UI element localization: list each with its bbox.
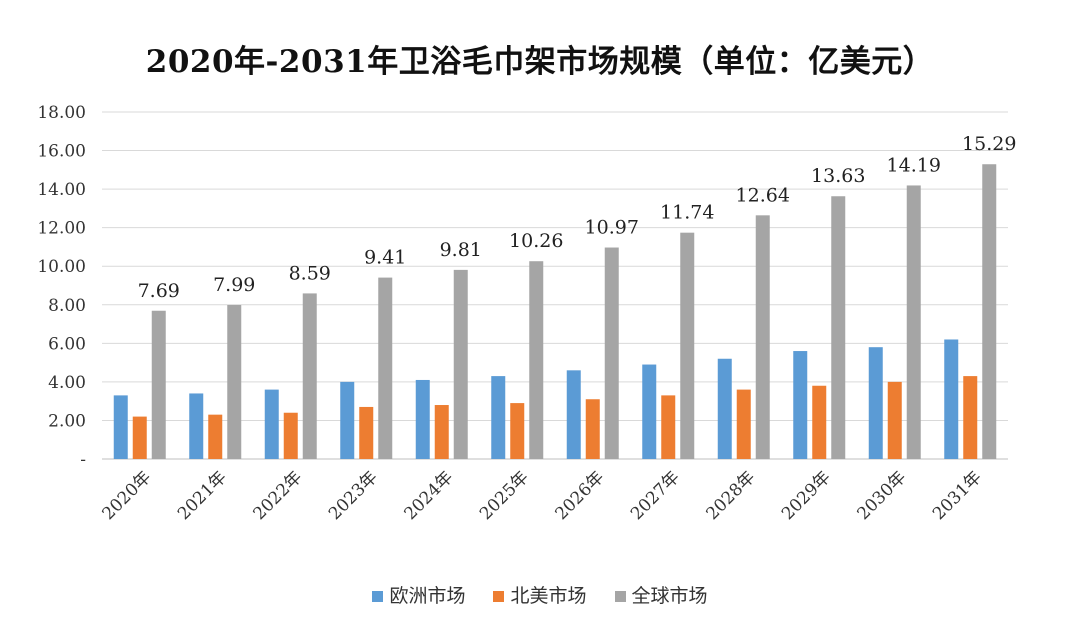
bar [604, 247, 619, 459]
y-tick-label: 18.00 [37, 103, 86, 123]
bar [491, 376, 506, 459]
bar [378, 277, 393, 459]
bar [982, 164, 997, 459]
y-tick-label: 8.00 [48, 296, 86, 316]
y-tick-label: 16.00 [37, 142, 86, 162]
x-tick-label: 2023年 [325, 467, 382, 524]
bar [906, 185, 921, 459]
legend-swatch [372, 591, 384, 602]
x-tick-label: 2028年 [703, 467, 760, 524]
data-label: 10.26 [509, 230, 563, 252]
y-tick-label: - [80, 450, 86, 470]
bar [529, 261, 544, 459]
bar [887, 381, 902, 459]
chart-title: 2020年-2031年卫浴毛巾架市场规模（单位：亿美元） [145, 44, 935, 80]
legend-label: 欧洲市场 [389, 585, 466, 607]
gridlines [102, 111, 1008, 460]
legend-label: 北美市场 [510, 585, 587, 607]
data-label: 12.64 [736, 184, 790, 206]
bar [227, 304, 242, 459]
bar [189, 393, 204, 459]
bar [944, 339, 959, 459]
x-axis-ticks: 2020年 2021年 2022年 2023年 2024年 2025年 2026年 2027年… [99, 467, 986, 524]
legend-item: 全球市场 [614, 581, 708, 608]
x-tick-label: 2029年 [778, 467, 835, 524]
bar [963, 376, 978, 459]
data-label: 13.63 [811, 165, 865, 187]
bar [585, 399, 600, 459]
bar [868, 347, 883, 459]
bar [793, 351, 808, 459]
data-label: 9.81 [440, 239, 482, 261]
bar [642, 364, 657, 459]
y-tick-label: 10.00 [37, 257, 86, 277]
bar [151, 310, 166, 459]
legend: 欧洲市场 北美市场 全球市场 [0, 581, 1080, 608]
data-label: 7.99 [213, 274, 255, 296]
bar [359, 406, 374, 459]
data-label: 15.29 [962, 133, 1016, 155]
bar [717, 358, 732, 459]
bar [434, 405, 449, 459]
x-tick-label: 2027年 [627, 467, 684, 524]
bars [113, 164, 997, 459]
bar [302, 293, 317, 459]
bar [736, 389, 751, 459]
y-tick-label: 12.00 [37, 219, 86, 239]
legend-item: 北美市场 [493, 581, 587, 608]
legend-swatch [493, 591, 505, 602]
x-tick-label: 2021年 [174, 467, 231, 524]
legend-item: 欧洲市场 [372, 581, 465, 608]
bar [283, 412, 298, 459]
data-label: 10.97 [585, 217, 639, 239]
bar [415, 379, 430, 459]
bar [264, 389, 279, 459]
bar [510, 403, 525, 459]
x-tick-label: 2022年 [250, 467, 307, 524]
bar [661, 395, 676, 459]
x-tick-label: 2026年 [552, 467, 609, 524]
bar [566, 370, 581, 459]
legend-swatch [614, 591, 626, 602]
x-tick-label: 2030年 [854, 467, 911, 524]
bar [755, 215, 770, 459]
x-tick-label: 2024年 [401, 467, 458, 524]
bar [208, 414, 223, 459]
x-tick-label: 2020年 [99, 467, 156, 524]
x-tick-label: 2025年 [476, 467, 533, 524]
bar [453, 269, 468, 459]
bar [680, 232, 695, 459]
data-label: 14.19 [887, 154, 941, 176]
data-label: 9.41 [364, 247, 406, 269]
bar [812, 385, 827, 459]
bar [340, 381, 355, 459]
x-tick-label: 2031年 [929, 467, 986, 524]
data-label: 7.69 [138, 280, 180, 302]
y-tick-label: 14.00 [37, 180, 86, 200]
y-tick-label: 2.00 [48, 411, 86, 431]
data-labels: 7.69 7.99 8.59 9.41 9.81 10.26 10.97 11.74 12.64… [138, 133, 1017, 302]
y-axis-ticks: - 2.00 4.00 6.00 8.00 10.00 12.00 14.00 16.00 18.… [37, 103, 86, 470]
y-tick-label: 6.00 [48, 334, 86, 354]
bar [132, 416, 147, 459]
data-label: 11.74 [660, 202, 714, 224]
bar [831, 196, 846, 459]
data-label: 8.59 [289, 262, 331, 284]
y-tick-label: 4.00 [48, 373, 86, 393]
legend-label: 全球市场 [631, 585, 708, 607]
bar [113, 395, 128, 459]
